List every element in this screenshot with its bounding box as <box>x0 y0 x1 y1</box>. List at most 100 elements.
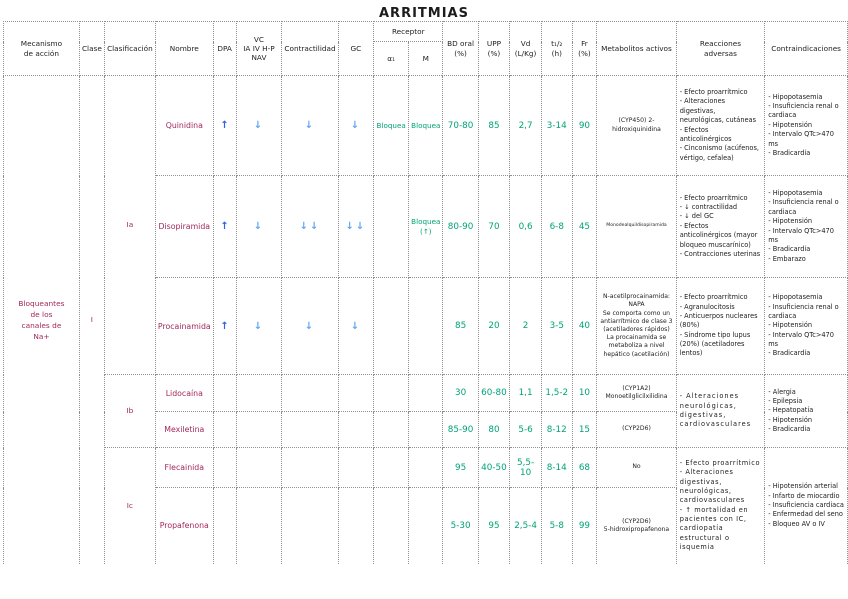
bd-oral-cell: 5-30 <box>442 487 479 564</box>
empty-cell <box>408 374 444 412</box>
col-header-upp: UPP (%) <box>477 21 511 76</box>
empty-cell <box>373 447 410 488</box>
subclass-ib-cell: Ib <box>103 374 156 448</box>
vd-cell: 0,6 <box>509 175 542 278</box>
metabolitos-cell: N-acetilprocainamida: NAPA Se comporta c… <box>596 277 677 375</box>
fr-cell: 40 <box>571 277 598 375</box>
empty-cell <box>408 487 444 564</box>
vc-cell: ↓ <box>235 175 283 278</box>
empty-cell <box>235 487 283 564</box>
col-header-reacciones: Reacciones adversas <box>675 21 766 76</box>
bd-oral-cell: 85 <box>442 277 479 375</box>
mechanism-group-cell: Bloqueantes de los canales de Na+ <box>3 75 80 564</box>
reacciones-cell: - Efecto proarrítmico - ↓ contractilidad… <box>675 175 766 278</box>
bd-oral-cell: 85-90 <box>442 411 479 448</box>
vd-cell: 2,7 <box>509 75 542 176</box>
arritmias-table: Mecanismo de acción Clase Clasificación … <box>3 21 848 564</box>
table-row: Procainamida ↑ ↓ ↓ ↓ 85 20 2 3-5 40 N-ac… <box>4 277 848 375</box>
table-row: Propafenona 5-30 95 2,5-4 5-8 99 (CYP2D6… <box>4 487 848 564</box>
fr-cell: 45 <box>571 175 598 278</box>
col-header-bd-oral: BD oral (%) <box>442 21 479 76</box>
empty-cell <box>212 447 237 488</box>
vd-cell: 2,5-4 <box>509 487 542 564</box>
t12-cell: 3-14 <box>540 75 573 176</box>
empty-cell <box>373 374 410 412</box>
empty-cell <box>212 411 237 448</box>
upp-cell: 85 <box>477 75 511 176</box>
contractilidad-cell: ↓ <box>281 277 339 375</box>
contraindicaciones-cell: - Hipopotasemia - Insuficiencia renal o … <box>764 175 848 278</box>
bd-oral-cell: 70-80 <box>442 75 479 176</box>
col-header-vc: VC IA IV H-P NAV <box>235 21 283 76</box>
empty-cell <box>212 374 237 412</box>
contraindicaciones-cell: - Alergia - Epilepsia - Hepatopatía - Hi… <box>764 374 848 448</box>
empty-cell <box>281 411 339 448</box>
contraindicaciones-cell: - Hipopotasemia - Insuficiencia renal o … <box>764 277 848 375</box>
vd-cell: 5,5-10 <box>509 447 542 488</box>
reacciones-cell: - Efecto proarrítmico - Agranulocitosis … <box>675 277 766 375</box>
contractilidad-cell: ↓↓ <box>281 175 339 278</box>
m-cell: Bloquea <box>408 75 444 176</box>
col-header-contractilidad: Contractilidad <box>281 21 339 76</box>
empty-cell <box>337 411 375 448</box>
vd-cell: 2 <box>509 277 542 375</box>
contraindicaciones-cell: - Hipopotasemia - Insuficiencia renal o … <box>764 75 848 176</box>
empty-cell <box>235 447 283 488</box>
empty-cell <box>373 487 410 564</box>
vd-cell: 5-6 <box>509 411 542 448</box>
upp-cell: 95 <box>477 487 511 564</box>
fr-cell: 10 <box>571 374 598 412</box>
gc-cell: ↓↓ <box>337 175 375 278</box>
metabolitos-cell: No <box>596 447 677 488</box>
dpa-cell: ↑ <box>212 175 237 278</box>
empty-cell <box>337 487 375 564</box>
reacciones-cell: - Alteraciones neurológicas, digestivas,… <box>675 374 766 448</box>
t12-cell: 3-5 <box>540 277 573 375</box>
table-row: Ib Lidocaína 30 60-80 1,1 1,5-2 10 (CYP1… <box>4 374 848 448</box>
drug-name-disopiramida: Disopiramida <box>154 175 214 278</box>
t12-cell: 1,5-2 <box>540 374 573 412</box>
table-row: Mexiletina 85-90 80 5-6 8-12 15 (CYP2D6) <box>4 411 848 448</box>
t12-cell: 8-12 <box>540 411 573 448</box>
col-header-clase: Clase <box>78 21 105 76</box>
upp-cell: 60-80 <box>477 374 511 412</box>
drug-name-mexiletina: Mexiletina <box>154 411 214 448</box>
empty-cell <box>281 374 339 412</box>
reacciones-cell: - Efecto proarrítmico - Alteraciones dig… <box>675 447 766 564</box>
t12-cell: 6-8 <box>540 175 573 278</box>
contraindicaciones-cell: - Hipotensión arterial - Infarto de mioc… <box>764 447 848 564</box>
fr-cell: 90 <box>571 75 598 176</box>
col-header-nombre: Nombre <box>154 21 214 76</box>
class-group-cell: I <box>78 75 105 564</box>
alpha1-cell: Bloquea <box>373 75 410 176</box>
col-header-vd: Vd (L/Kg) <box>509 21 542 76</box>
vd-cell: 1,1 <box>509 374 542 412</box>
drug-name-propafenona: Propafenona <box>154 487 214 564</box>
reacciones-cell: - Efecto proarrítmico - Alteraciones dig… <box>675 75 766 176</box>
col-header-fr: Fr (%) <box>571 21 598 76</box>
col-header-metabolitos: Metabolitos activos <box>596 21 677 76</box>
table-row: Bloqueantes de los canales de Na+ I Ia Q… <box>3 75 848 564</box>
empty-cell <box>235 374 283 412</box>
empty-cell <box>408 411 444 448</box>
page-title: ARRITMIAS <box>379 6 469 21</box>
gc-cell: ↓ <box>337 75 375 176</box>
m-cell: Bloquea (↑) <box>408 175 444 278</box>
upp-cell: 80 <box>477 411 511 448</box>
table-row: Ic Flecainida 95 40-50 5,5-10 8-14 68 No… <box>4 447 848 564</box>
dpa-cell: ↑ <box>212 75 237 176</box>
vc-cell: ↓ <box>235 277 283 375</box>
col-header-t12: t₁/₂ (h) <box>540 21 573 76</box>
contractilidad-cell: ↓ <box>281 75 339 176</box>
bd-oral-cell: 30 <box>442 374 479 412</box>
col-header-alpha1: α₁ <box>373 41 410 76</box>
subclass-ia-cell: Ia <box>103 75 156 375</box>
metabolitos-cell: (CYP2D6) 5-hidroxipropafenona <box>596 487 677 564</box>
drug-name-procainamida: Procainamida <box>154 277 214 375</box>
col-header-dpa: DPA <box>212 21 237 76</box>
upp-cell: 40-50 <box>477 447 511 488</box>
upp-cell: 20 <box>477 277 511 375</box>
m-cell <box>408 277 444 375</box>
metabolitos-cell: (CYP1A2) Monoetilglicilxilidina <box>596 374 677 412</box>
